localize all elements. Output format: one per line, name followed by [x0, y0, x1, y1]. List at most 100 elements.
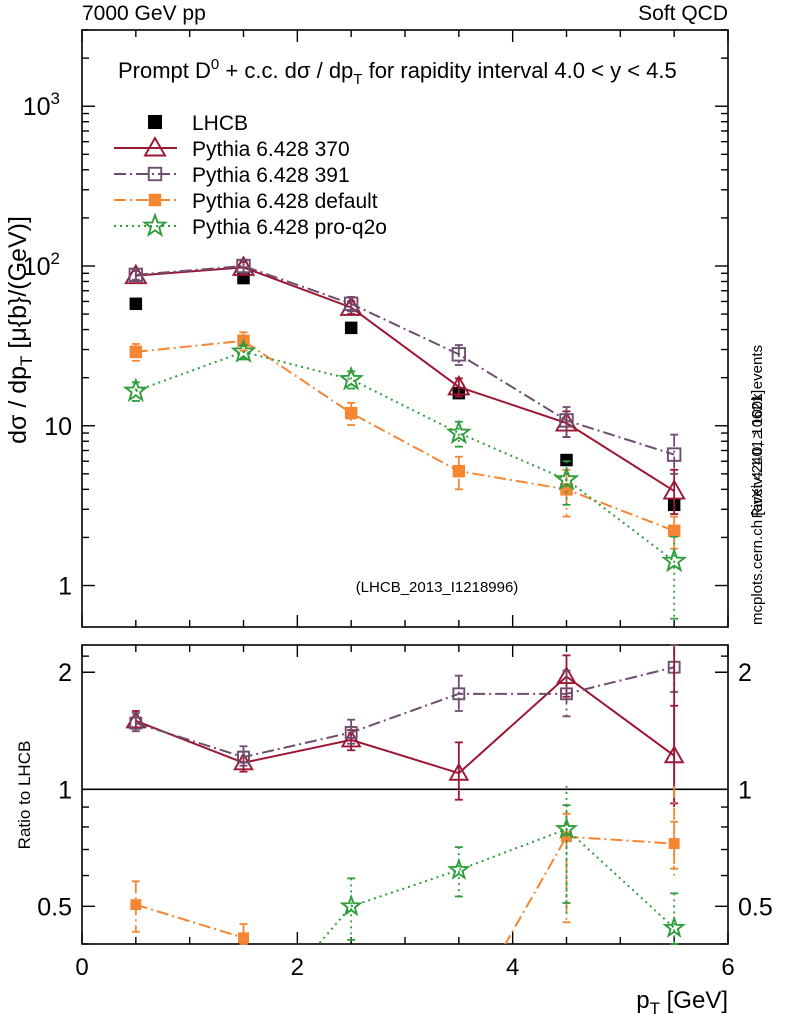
- data-marker: [452, 464, 466, 478]
- data-marker: [338, 365, 365, 391]
- series-line: [350, 827, 675, 929]
- data-marker: [344, 321, 358, 335]
- data-marker: [129, 297, 143, 311]
- data-marker: [236, 258, 251, 274]
- data-marker: [230, 338, 257, 363]
- legend-label: Pythia 6.428 pro-q2o: [192, 216, 387, 239]
- svg-text:pT [GeV]: pT [GeV]: [636, 987, 728, 1018]
- data-marker: [344, 406, 358, 420]
- legend: LHCB Pythia 6.428 370 Pythia 6.428 391 Pyth…: [114, 112, 387, 239]
- mcplots-source-label: mcplots.cern.ch [arXiv:2401.10621]: [749, 390, 766, 625]
- series-pythia-6-428-391: [129, 644, 681, 767]
- data-marker: [344, 726, 358, 739]
- series-line: [135, 835, 675, 939]
- header-right-label: Soft QCD: [638, 2, 728, 25]
- data-marker: [553, 466, 580, 491]
- ratio-y-tick-label-left: 2: [58, 659, 72, 687]
- data-marker: [125, 710, 147, 729]
- y-tick-label: 1: [58, 573, 72, 601]
- legend-item-4[interactable]: Pythia 6.428 pro-q2o: [114, 212, 387, 239]
- data-marker: [128, 267, 144, 283]
- series-pythia-6-428-pro-q2o: [339, 804, 686, 945]
- series-pythia-6-428-391: [128, 258, 682, 475]
- data-marker: [452, 687, 466, 701]
- legend-label: LHCB: [192, 112, 248, 135]
- data-marker: [560, 453, 573, 467]
- data-marker: [238, 932, 249, 944]
- data-marker: [447, 857, 471, 880]
- ratio-panel-frame: [81, 644, 729, 945]
- series-line: [135, 266, 675, 492]
- data-marker: [237, 750, 250, 764]
- data-marker: [148, 193, 162, 207]
- series-pythia-6-428-default: [129, 331, 681, 550]
- series-line-offscale: [317, 905, 352, 944]
- svg-text:Prompt D0 + c.c. dσ / dpT for: Prompt D0 + c.c. dσ / dpT for rapidity i…: [118, 56, 677, 88]
- data-marker: [662, 479, 686, 500]
- ratio-y-tick-label-right: 0.5: [738, 893, 773, 921]
- series-line-offscale: [504, 836, 568, 944]
- legend-label: Pythia 6.428 370: [192, 138, 350, 161]
- rivet-version-label: Rivet 4.1.0, ≥ 100k events: [749, 345, 766, 518]
- y-tick-label: 103: [23, 89, 60, 121]
- series-pythia-6-428-default: [130, 812, 680, 945]
- data-marker: [451, 347, 467, 362]
- x-axis-title: pT [GeV]: [636, 987, 728, 1018]
- ratio-y-tick-label-right: 2: [738, 659, 752, 687]
- y-axis-title: dσ / dpT [μ{b}/(GeV)]: [4, 216, 36, 444]
- series-line: [135, 350, 675, 562]
- series-lhcb: [129, 271, 681, 512]
- series-pythia-6-428-370: [124, 255, 686, 515]
- data-marker: [143, 136, 167, 157]
- ratio-offscale-segments: [242, 647, 676, 944]
- data-marker: [129, 345, 143, 359]
- data-marker: [666, 447, 682, 462]
- x-tick-label: 2: [291, 954, 304, 981]
- data-marker: [122, 377, 149, 403]
- data-marker: [662, 915, 686, 938]
- data-marker: [554, 816, 579, 840]
- data-marker: [129, 716, 143, 730]
- data-marker: [445, 419, 472, 445]
- data-marker: [147, 114, 163, 130]
- legend-label: Pythia 6.428 default: [192, 190, 378, 213]
- data-marker: [343, 296, 359, 311]
- series-line: [135, 666, 675, 759]
- ratio-y-tick-label-left: 0.5: [37, 893, 72, 921]
- series-pythia-6-428-370: [125, 654, 685, 805]
- x-tick-label: 4: [506, 954, 519, 981]
- series-line: [135, 339, 675, 532]
- legend-item-0[interactable]: LHCB: [147, 112, 248, 135]
- x-tick-label: 0: [75, 954, 88, 981]
- data-marker: [448, 762, 470, 781]
- data-marker: [339, 894, 363, 917]
- data-marker: [661, 547, 688, 573]
- legend-item-1[interactable]: Pythia 6.428 370: [114, 136, 350, 161]
- legend-item-2[interactable]: Pythia 6.428 391: [114, 164, 350, 187]
- legend-label: Pythia 6.428 391: [192, 164, 350, 187]
- data-marker: [560, 687, 573, 701]
- series-pythia-6-428-pro-q2o: [122, 338, 688, 620]
- data-marker: [231, 255, 256, 276]
- svg-text:dσ / dpT [μ{b}/(GeV)]: dσ / dpT [μ{b}/(GeV)]: [4, 216, 36, 444]
- plot-title: Prompt D0 + c.c. dσ / dpT for rapidity i…: [118, 56, 677, 88]
- header-left-label: 7000 GeV pp: [82, 2, 206, 25]
- ratio-y-tick-label-right: 1: [738, 776, 752, 804]
- ratio-y-axis-title: Ratio to LHCB: [15, 741, 34, 850]
- y-tick-label: 10: [44, 413, 72, 441]
- data-marker: [559, 413, 574, 428]
- data-marker: [130, 899, 142, 911]
- x-tick-label: 6: [721, 954, 734, 981]
- data-marker: [142, 212, 168, 238]
- data-marker: [447, 375, 471, 396]
- legend-item-3[interactable]: Pythia 6.428 default: [114, 190, 378, 213]
- data-marker: [668, 838, 680, 850]
- analysis-id-watermark: (LHCB_2013_I1218996): [356, 579, 519, 596]
- series-line: [135, 675, 675, 775]
- data-marker: [147, 166, 163, 182]
- ratio-y-tick-label-left: 1: [58, 776, 72, 804]
- data-marker: [556, 665, 577, 685]
- series-line: [135, 264, 675, 456]
